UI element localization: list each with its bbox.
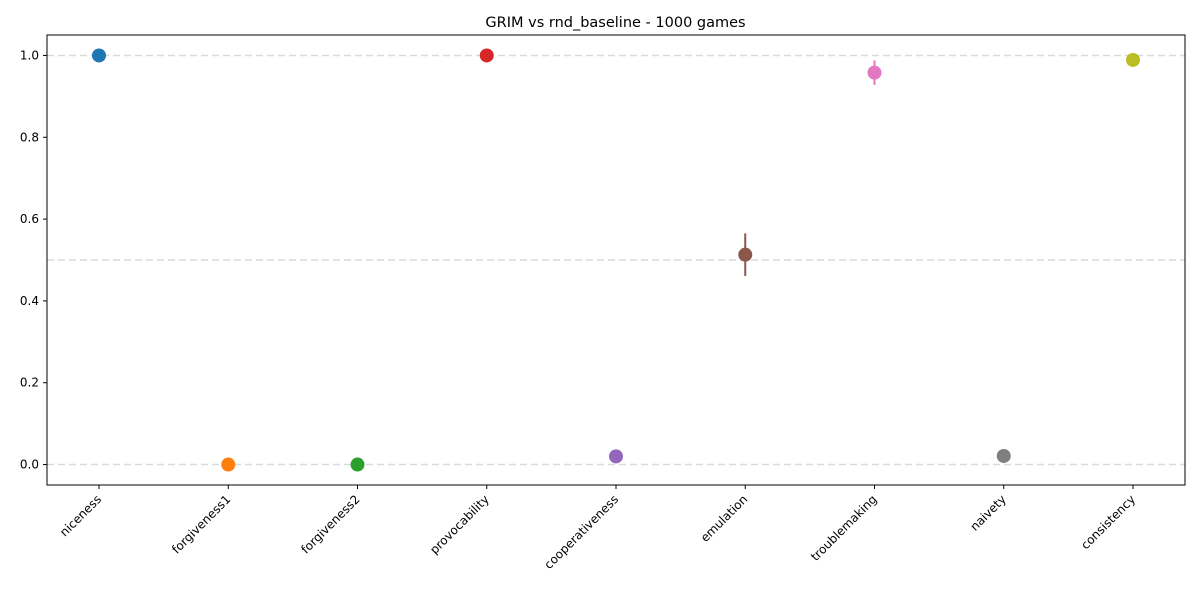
data-point-emulation	[738, 247, 753, 262]
data-point-niceness	[92, 48, 106, 63]
error-bars	[744, 60, 876, 276]
plot-frame	[46, 34, 1186, 486]
x-tick-label: provocability	[427, 492, 492, 557]
y-axis: 0.0 0.2 0.4 0.6 0.8 1.0	[20, 48, 47, 472]
data-point-consistency	[1126, 52, 1140, 67]
data-point-troublemaking	[867, 65, 882, 80]
y-tick-label: 0.2	[20, 376, 39, 390]
x-tick-label: niceness	[57, 492, 104, 539]
x-tick-label: forgiveness2	[298, 492, 362, 556]
y-tick-label: 1.0	[20, 48, 39, 62]
x-tick-label: cooperativeness	[542, 492, 622, 572]
x-tick-label: consistency	[1078, 492, 1138, 552]
x-tick-label: forgiveness1	[169, 492, 233, 556]
y-tick-label: 0.4	[20, 294, 39, 308]
y-tick-label: 0.6	[20, 212, 39, 226]
data-point-cooperativeness	[609, 449, 623, 464]
reference-lines	[47, 54, 1185, 466]
x-axis: niceness forgiveness1 forgiveness2 provocab…	[57, 485, 1138, 572]
y-tick-label: 0.0	[20, 458, 39, 472]
data-points	[92, 48, 1140, 472]
y-tick-label: 0.8	[20, 130, 39, 144]
data-point-forgiveness1	[221, 457, 236, 472]
x-tick-label: emulation	[698, 492, 751, 545]
x-tick-label: troublemaking	[808, 492, 880, 564]
data-point-provocability	[479, 48, 494, 63]
chart-title: GRIM vs rnd_baseline - 1000 games	[485, 15, 745, 31]
data-point-forgiveness2	[350, 457, 365, 472]
x-tick-label: naivety	[967, 492, 1008, 533]
data-point-naivety	[996, 448, 1011, 463]
